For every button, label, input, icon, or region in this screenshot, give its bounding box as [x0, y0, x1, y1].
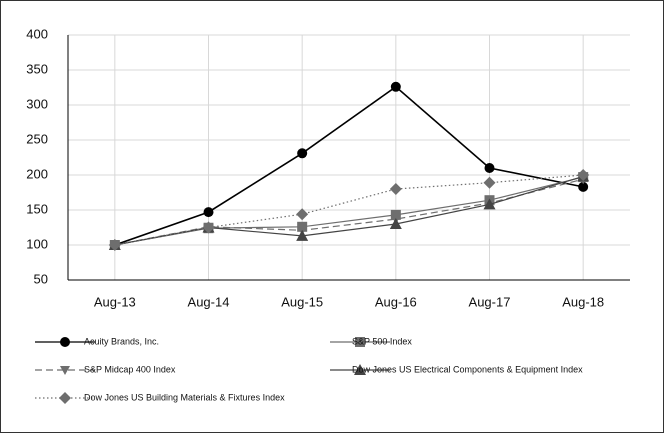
- legend-label: Acuity Brands, Inc.: [84, 336, 159, 346]
- legend-label: S&P Midcap 400 Index: [84, 364, 176, 374]
- y-tick-label: 250: [26, 131, 48, 146]
- legend-label: Dow Jones US Electrical Components & Equ…: [352, 364, 583, 374]
- point: [202, 221, 215, 234]
- series-line: [114, 175, 584, 246]
- series-line: [114, 85, 584, 246]
- y-tick-label: 100: [26, 236, 48, 251]
- x-tick-label: Aug-14: [188, 294, 230, 309]
- legend-label: S&P 500 Index: [352, 336, 412, 346]
- legend-marker: [354, 364, 366, 375]
- x-tick-label: Aug-13: [94, 294, 136, 309]
- point: [483, 176, 496, 189]
- point: [389, 218, 402, 229]
- legend-label: Dow Jones US Building Materials & Fixtur…: [84, 392, 285, 402]
- x-tick-label: Aug-16: [375, 294, 417, 309]
- legend-marker: [355, 337, 365, 347]
- legend-marker: [59, 392, 71, 404]
- series-line: [114, 176, 584, 246]
- point: [296, 229, 309, 241]
- series-line: [114, 174, 584, 246]
- y-tick-label: 150: [26, 201, 48, 216]
- point: [296, 208, 309, 221]
- point: [108, 239, 121, 251]
- point: [577, 169, 590, 181]
- series-line: [114, 178, 584, 246]
- y-tick-label: 350: [26, 61, 48, 76]
- x-tick-label: Aug-18: [562, 294, 604, 309]
- y-tick-label: 200: [26, 166, 48, 181]
- point: [297, 148, 308, 159]
- y-tick-label: 400: [26, 26, 48, 41]
- legend-marker: [60, 366, 70, 375]
- point: [483, 198, 496, 210]
- point: [203, 207, 214, 218]
- point: [390, 209, 401, 220]
- legend-marker: [60, 337, 70, 347]
- x-tick-label: Aug-17: [469, 294, 511, 309]
- point: [578, 181, 589, 192]
- point: [390, 81, 401, 92]
- point: [389, 183, 402, 195]
- y-tick-label: 50: [34, 271, 48, 286]
- x-tick-label: Aug-15: [281, 294, 323, 309]
- point: [484, 163, 495, 173]
- y-tick-label: 300: [26, 96, 48, 111]
